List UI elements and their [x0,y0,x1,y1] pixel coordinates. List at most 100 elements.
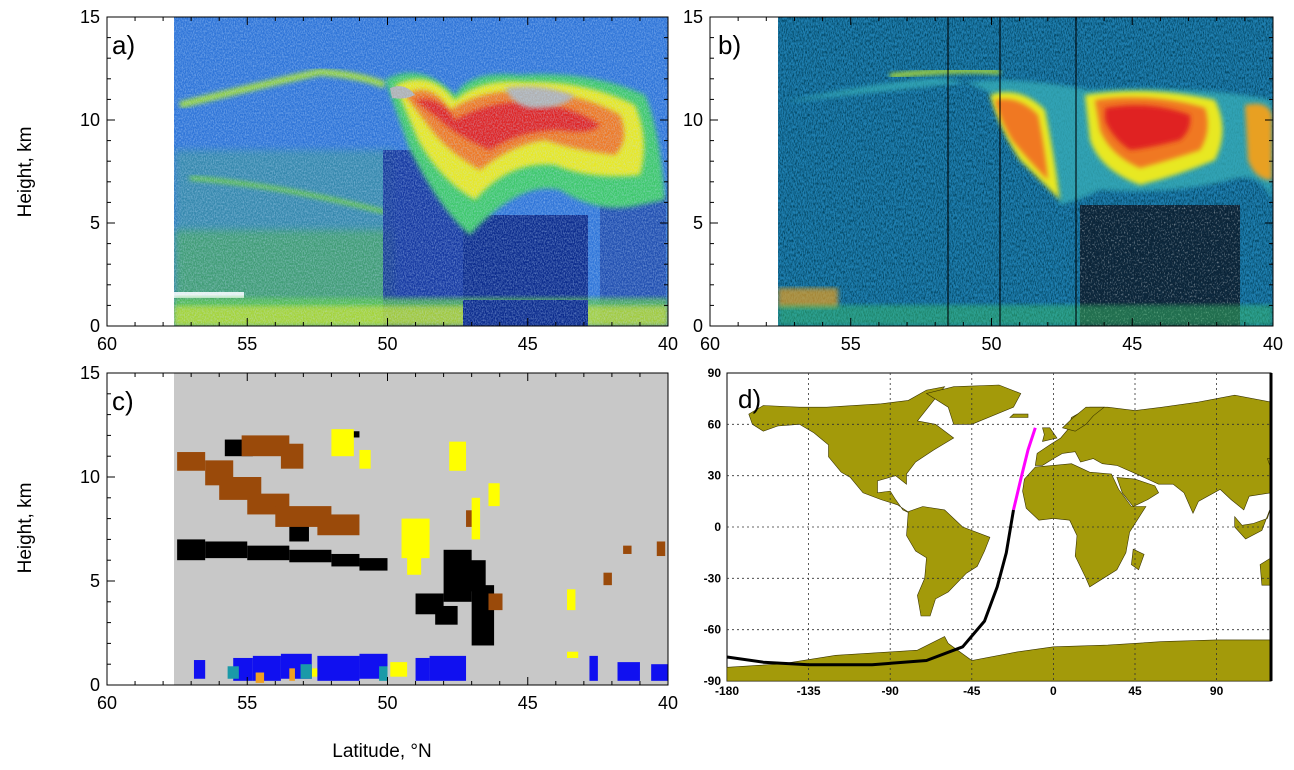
x-tick-label: 45 [518,693,538,713]
class-block-brown [603,572,612,586]
x-axis-title: Latitude, °N [332,741,432,762]
map-lon-label: -45 [963,684,981,698]
x-tick-label: 40 [1263,334,1283,354]
x-tick-label: 55 [237,334,257,354]
track-southern-segment [726,509,1015,667]
map-lat-label: 0 [714,520,721,534]
land-madagascar [1131,548,1145,571]
x-tick-label: 55 [841,334,861,354]
map-lon-label: 45 [1128,684,1142,698]
class-block-black [348,431,360,438]
class-block-yellow [567,589,576,611]
y-tick-label: 10 [683,110,703,130]
class-block-yellow [488,483,500,507]
class-block-yellow [359,449,371,469]
class-block-black [247,545,290,561]
class-block-black [289,549,332,563]
y-tick-label: 0 [90,316,100,336]
class-block-yellow [407,556,422,575]
class-block-orange [255,672,265,683]
class-block-yellow [401,518,430,559]
class-block-teal [300,664,312,679]
y-tick-label: 5 [693,213,703,233]
x-tick-label: 60 [97,693,117,713]
y-tick-label: 15 [683,7,703,27]
class-block-black [435,605,458,625]
y-tick-label: 15 [80,363,100,383]
class-block-black [471,585,495,646]
map-lat-label: -60 [704,623,722,637]
class-block-blue [651,664,668,681]
panel-c-ticks: 60 55 50 45 40 0 5 10 15 [80,363,678,713]
class-block-blue [415,657,430,681]
class-block-brown [623,545,632,554]
x-tick-label: 50 [377,334,397,354]
x-tick-label: 55 [237,693,257,713]
land-north-america [748,386,955,514]
y-tick-label: 10 [80,110,100,130]
class-block-blue [589,655,598,681]
land-greenland [925,384,1022,425]
y-tick-label: 5 [90,213,100,233]
map-lon-label: -180 [715,684,739,698]
land-scandinavia [1061,406,1106,432]
class-block-brown [488,593,503,611]
class-block-blue [317,655,360,681]
track-northern-segment [1012,427,1037,511]
map-lat-label: 30 [708,469,722,483]
map-ticks: -180 -135 -90 -45 0 45 90 90 60 30 0 -30 -60 -90 [704,366,1224,698]
x-tick-label: 40 [658,693,678,713]
class-block-blue [429,655,467,681]
class-block-yellow [331,429,354,457]
class-block-brown [241,435,290,457]
class-block-yellow [449,441,467,471]
y-axis-title-bottom: Height, km [15,483,36,574]
map-lat-label: 90 [708,366,722,380]
class-block-black [331,553,360,567]
map-lon-label: 90 [1210,684,1224,698]
class-block-blue [193,660,206,679]
map-lat-label: -30 [704,571,722,585]
class-block-brown [177,452,206,471]
land-south-america [906,506,991,617]
panel-d: -180 -135 -90 -45 0 45 90 90 60 30 0 -30 -60 -90 d) [704,366,1273,698]
land-arabia [1116,477,1159,507]
x-tick-label: 50 [981,334,1001,354]
panel-b-label: b) [718,30,741,60]
y-tick-label: 15 [80,7,100,27]
class-block-orange [289,668,295,681]
x-tick-label: 60 [700,334,720,354]
panel-c-label: c) [112,386,134,416]
class-block-brown [280,443,304,469]
y-tick-label: 0 [90,675,100,695]
class-block-yellow [471,497,481,540]
panel-c-classification [177,429,668,683]
land-iceland [1009,413,1029,418]
class-block-black [289,522,309,542]
class-block-teal [379,666,388,681]
class-block-yellow [567,651,579,658]
panel-a-backscatter-image [174,17,668,326]
x-tick-label: 50 [377,693,397,713]
x-tick-label: 45 [1122,334,1142,354]
panel-b-ticks: 60 55 50 45 40 0 5 10 15 [683,7,1283,354]
panel-b: 60 55 50 45 40 0 5 10 15 b) [683,7,1283,354]
class-block-blue [617,662,640,681]
class-block-black [177,539,206,561]
map-lat-label: -90 [704,674,722,688]
x-tick-label: 40 [658,334,678,354]
map-lon-label: -135 [797,684,821,698]
panel-a-label: a) [112,30,135,60]
x-tick-label: 60 [97,334,117,354]
map-lat-label: 60 [708,417,722,431]
y-tick-label: 5 [90,571,100,591]
class-block-black [205,541,248,559]
class-block-brown [317,514,360,536]
map-lon-label: 0 [1050,684,1057,698]
panel-a: 60 55 50 45 40 0 5 10 15 a) [80,7,678,354]
class-block-brown [656,541,666,557]
class-block-teal [227,666,239,679]
panel-c: 60 55 50 45 40 0 5 10 15 c) [80,363,678,713]
panel-b-backscatter-image [778,17,1273,326]
